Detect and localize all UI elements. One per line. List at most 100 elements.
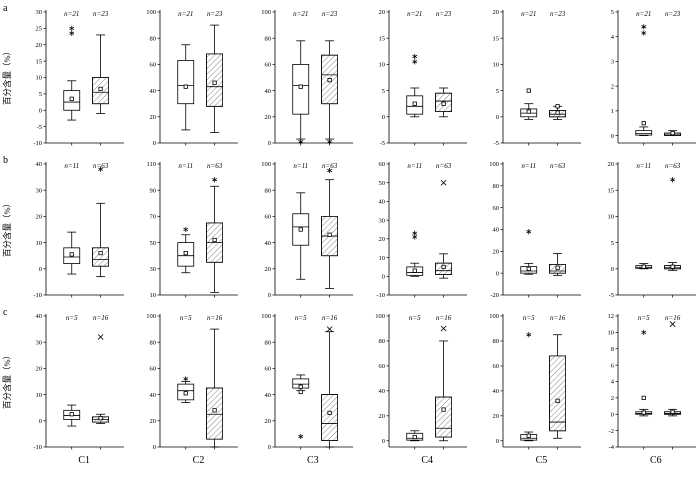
subplot-c-C6: -4 -2 0 2 4 6 8 10 12 n=5 n=16 (607, 313, 696, 451)
y-tick-label: 40 (264, 392, 271, 399)
y-axis-title: 百分含量（%） (2, 350, 12, 410)
n-label: n=5 (638, 314, 650, 322)
box-2 (92, 34, 109, 114)
y-tick-label: 0 (382, 438, 385, 445)
column-label-C5: C5 (535, 455, 548, 466)
y-tick-label: -10 (33, 140, 42, 147)
y-tick-label: 10 (36, 75, 43, 82)
y-tick-label: 8 (610, 346, 613, 353)
y-tick-label: 50 (378, 180, 385, 187)
subplot-b-C5: -20 0 20 40 60 80 100 n=11 n=63 (490, 161, 582, 299)
y-tick-label: 20 (378, 413, 385, 420)
outlier-star-marker (326, 167, 332, 174)
outlier-star-marker (669, 177, 675, 183)
y-tick-label: -5 (494, 140, 499, 147)
y-tick-label: 80 (150, 35, 157, 42)
y-tick-label: -5 (380, 140, 385, 147)
subplot-c-C1: -10 0 10 20 30 40 n=5 n=16 (33, 313, 124, 451)
y-tick-label: 40 (378, 199, 385, 206)
n-label: n=11 (293, 162, 308, 170)
y-tick-label: 10 (36, 240, 43, 247)
box-2 (206, 328, 224, 448)
n-label: n=5 (295, 314, 307, 322)
y-tick-label: 20 (378, 236, 385, 243)
y-tick-label: 0 (610, 411, 613, 418)
n-label: n=23 (550, 10, 566, 18)
box-2 (549, 104, 567, 120)
box-1 (520, 88, 538, 120)
box-2 (320, 326, 338, 448)
subplot-a-C5: -5 0 5 10 15 20 n=21 n=23 (493, 9, 582, 147)
box-2 (435, 179, 452, 279)
column-label-C6: C6 (649, 455, 662, 466)
y-tick-label: 0 (382, 114, 385, 121)
y-tick-label: -5 (608, 292, 613, 299)
y-axis-title: 百分含量（%） (2, 198, 12, 258)
outlier-x-marker (669, 321, 676, 328)
y-tick-label: 15 (493, 35, 500, 42)
n-label: n=5 (66, 314, 78, 322)
mean-marker (69, 252, 74, 257)
subplot-a-C4: -5 0 5 10 15 20 n=21 n=23 (378, 9, 467, 147)
outlier-star-marker (412, 59, 418, 65)
y-tick-label: 0 (267, 444, 270, 451)
y-tick-label: 20 (493, 413, 500, 420)
y-tick-label: 20 (493, 249, 500, 256)
mean-marker (441, 101, 446, 106)
y-tick-label: -10 (33, 292, 42, 299)
iqr-box-bg (634, 130, 652, 136)
y-tick-label: 20 (264, 114, 271, 121)
box-1 (177, 226, 195, 274)
subplot-a-C2: 0 20 40 60 80 100 n=21 n=23 (147, 9, 239, 147)
y-tick-label: 60 (378, 161, 385, 168)
y-tick-label: 2 (610, 83, 613, 90)
box-2 (663, 321, 681, 417)
outlier-sq-marker (555, 104, 561, 109)
y-tick-label: 30 (36, 9, 43, 16)
mean-marker (526, 266, 532, 271)
y-tick-label: -20 (491, 292, 500, 299)
y-tick-label: 10 (378, 62, 385, 69)
mean-marker (183, 391, 189, 396)
y-tick-label: 1 (610, 108, 613, 115)
outlier-star-marker (526, 229, 532, 235)
n-label: n=11 (407, 162, 422, 170)
n-label: n=21 (636, 10, 651, 18)
y-tick-label: 0 (496, 114, 499, 121)
n-label: n=5 (409, 314, 421, 322)
y-tick-label: 60 (493, 205, 500, 212)
y-tick-label: 15 (378, 35, 385, 42)
mean-marker (69, 96, 74, 101)
row-label-c: c (3, 307, 8, 318)
box-2 (663, 130, 681, 136)
outlier-star-marker (640, 24, 646, 30)
subplot-a-C1: -10 -5 0 5 10 15 20 25 30 n=21 n=23 (33, 9, 124, 147)
y-tick-label: 10 (378, 255, 385, 262)
box-1 (634, 263, 652, 270)
n-label: n=21 (178, 10, 193, 18)
mean-marker (441, 407, 446, 412)
y-tick-label: 60 (264, 214, 271, 221)
outlier-star-marker (640, 30, 646, 36)
y-tick-label: 100 (147, 9, 157, 16)
y-tick-label: 100 (490, 313, 500, 320)
row-label-a: a (3, 3, 8, 14)
n-label: n=23 (93, 10, 109, 18)
y-tick-label: 60 (150, 62, 157, 69)
n-label: n=11 (179, 162, 194, 170)
mean-marker (412, 434, 417, 440)
subplot-a-C3: 0 20 40 60 80 100 n=21 n=23 (261, 9, 353, 147)
y-tick-label: -5 (37, 124, 42, 131)
subplot-b-C1: -10 0 10 20 30 40 n=11 n=63 (33, 161, 124, 299)
box-1 (520, 332, 538, 442)
y-tick-label: 20 (150, 114, 157, 121)
mean-marker (555, 110, 561, 115)
y-tick-label: 40 (493, 227, 500, 234)
box-1 (291, 374, 309, 440)
n-label: n=63 (207, 162, 223, 170)
y-tick-label: 40 (264, 88, 271, 95)
box-2 (435, 325, 452, 442)
row-label-b: b (3, 155, 8, 166)
subplot-grid: -10 -5 0 5 10 15 20 25 30 n=21 n=23 0 20 40 60 80 100 n=2… (14, 0, 700, 456)
